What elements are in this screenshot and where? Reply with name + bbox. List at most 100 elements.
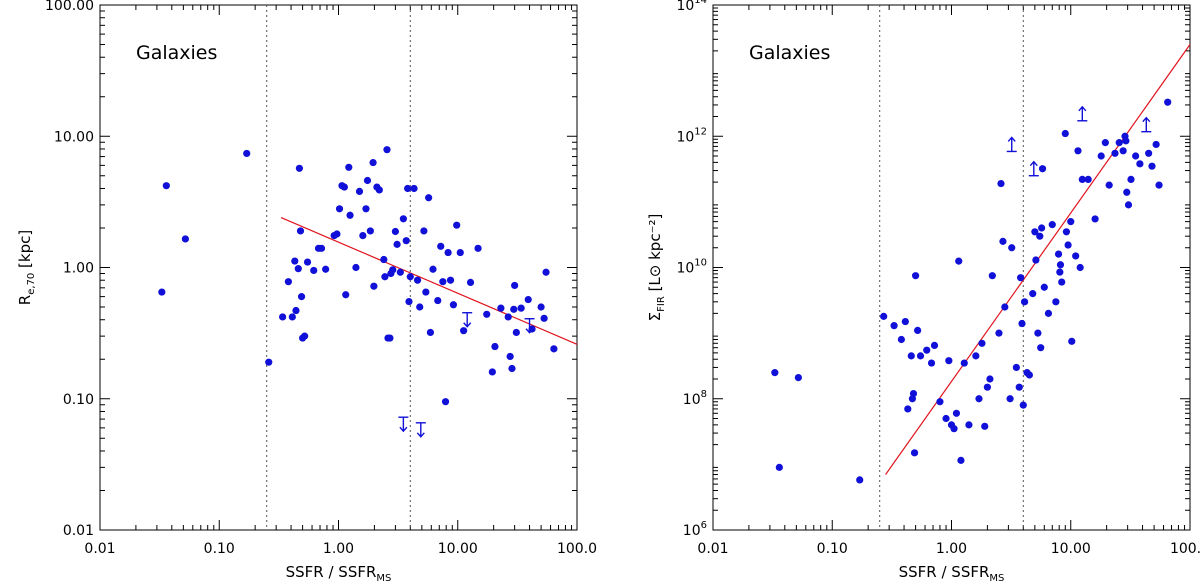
data-point bbox=[1020, 298, 1029, 306]
data-point bbox=[1038, 165, 1047, 173]
limit-arrowhead bbox=[1142, 116, 1151, 123]
data-point bbox=[1006, 395, 1014, 403]
data-point bbox=[413, 276, 422, 284]
data-point bbox=[291, 257, 299, 265]
data-point bbox=[303, 258, 312, 266]
data-point bbox=[288, 313, 296, 321]
data-point bbox=[456, 248, 464, 257]
data-point bbox=[1015, 383, 1023, 391]
data-point bbox=[1145, 149, 1153, 157]
data-point bbox=[923, 346, 931, 354]
upper-limit-marker bbox=[524, 318, 535, 334]
data-point bbox=[181, 235, 189, 243]
data-point bbox=[1064, 241, 1072, 249]
y-tick-label: 0.10 bbox=[63, 392, 94, 408]
data-point bbox=[999, 237, 1007, 245]
data-point bbox=[279, 313, 287, 321]
data-point bbox=[362, 205, 370, 213]
data-point bbox=[930, 341, 939, 350]
y-axis-title: ΣFIR [L⊙ kpc⁻²] bbox=[646, 214, 667, 322]
left-panel-effective-radius: 0.01 0.10 1.00 10.00 100.0 0.01 0.10 1.00 10.00 1… bbox=[16, 0, 597, 584]
data-point bbox=[506, 352, 514, 361]
y-tick-label: 1010 bbox=[676, 258, 707, 277]
upper-limit-marker bbox=[398, 416, 409, 433]
data-point bbox=[434, 296, 442, 305]
data-point bbox=[488, 368, 496, 376]
y-tick-label: 0.01 bbox=[63, 523, 94, 539]
data-point bbox=[355, 187, 364, 196]
data-point bbox=[542, 268, 550, 276]
data-point bbox=[537, 303, 545, 311]
data-point bbox=[997, 179, 1005, 188]
data-point bbox=[335, 205, 344, 213]
data-point bbox=[775, 463, 783, 471]
data-point bbox=[1036, 232, 1044, 240]
data-point bbox=[517, 304, 525, 312]
data-point bbox=[540, 314, 548, 322]
limit-arrowhead bbox=[416, 432, 425, 438]
data-point bbox=[1155, 181, 1163, 189]
data-point bbox=[1056, 261, 1065, 269]
plot-frame bbox=[712, 4, 1191, 531]
data-point bbox=[404, 184, 412, 193]
limit-arrowhead bbox=[1078, 105, 1087, 112]
data-point bbox=[1119, 147, 1127, 155]
data-point bbox=[359, 232, 367, 240]
x-tick-label: 0.01 bbox=[697, 541, 728, 557]
data-point bbox=[491, 342, 499, 351]
data-point bbox=[1148, 162, 1156, 170]
data-point bbox=[510, 305, 518, 313]
data-point bbox=[342, 291, 350, 299]
data-point bbox=[416, 303, 424, 311]
data-point bbox=[550, 345, 558, 353]
data-point bbox=[965, 421, 973, 429]
data-point bbox=[912, 272, 920, 280]
data-point bbox=[950, 425, 958, 433]
data-point bbox=[422, 288, 430, 296]
data-point bbox=[955, 257, 963, 265]
data-point bbox=[1029, 290, 1037, 298]
data-point bbox=[1122, 137, 1130, 145]
data-point bbox=[439, 278, 447, 286]
data-point bbox=[1084, 175, 1092, 184]
data-point bbox=[1091, 215, 1099, 223]
data-point bbox=[406, 273, 414, 281]
data-point bbox=[295, 164, 303, 172]
data-point bbox=[301, 332, 309, 340]
data-point bbox=[1037, 344, 1045, 352]
data-point bbox=[1031, 228, 1039, 236]
data-point bbox=[497, 304, 505, 312]
data-point bbox=[942, 414, 950, 423]
data-point bbox=[410, 184, 418, 193]
data-point bbox=[346, 211, 354, 219]
data-point bbox=[446, 276, 455, 284]
data-point bbox=[340, 183, 348, 191]
x-tick-label: 10.00 bbox=[438, 541, 478, 557]
data-point bbox=[391, 227, 399, 236]
data-point bbox=[927, 359, 936, 367]
data-point bbox=[466, 278, 475, 286]
data-point bbox=[1067, 218, 1075, 226]
data-point bbox=[1056, 268, 1064, 276]
y-tick-label: 1012 bbox=[676, 126, 707, 145]
y-tick-label: 106 bbox=[683, 520, 707, 539]
data-point bbox=[322, 265, 330, 273]
data-point bbox=[420, 227, 428, 235]
data-point bbox=[380, 255, 388, 264]
upper-limit-marker bbox=[415, 422, 426, 438]
data-point bbox=[524, 295, 532, 304]
limit-arrowhead bbox=[525, 328, 534, 334]
data-point bbox=[425, 194, 433, 202]
data-point bbox=[508, 364, 516, 373]
panel-annotation: Galaxies bbox=[749, 42, 830, 64]
data-point bbox=[1127, 175, 1135, 184]
data-point bbox=[483, 310, 491, 318]
data-point bbox=[1025, 371, 1033, 379]
data-point bbox=[1038, 224, 1046, 232]
data-point bbox=[297, 293, 306, 301]
data-point bbox=[1101, 139, 1109, 147]
data-point bbox=[1072, 252, 1080, 260]
data-point bbox=[1076, 263, 1084, 272]
data-point bbox=[243, 149, 251, 158]
data-point bbox=[437, 242, 445, 250]
